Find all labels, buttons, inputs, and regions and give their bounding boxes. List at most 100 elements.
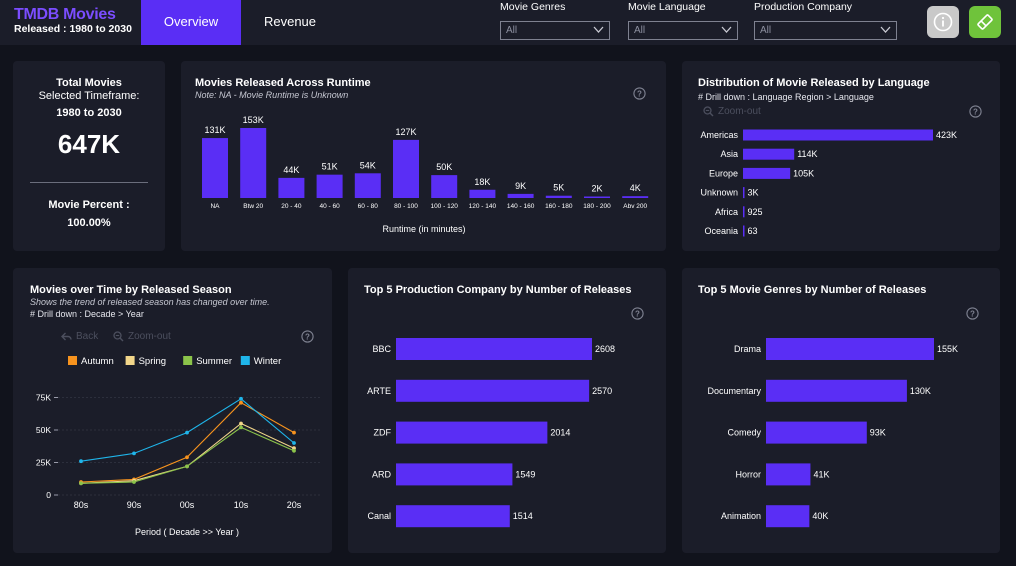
card-note: Note: NA - Movie Runtime is Unknown (195, 90, 349, 100)
data-point (185, 430, 189, 435)
legend-item[interactable]: Summer (183, 356, 232, 367)
legend-item[interactable]: Winter (240, 356, 281, 367)
tab-revenue[interactable]: Revenue (263, 14, 317, 29)
category-label: Comedy (727, 428, 761, 438)
top-bar: TMDB Movies Released : 1980 to 2030 Over… (0, 0, 1016, 45)
bar-value-label: 423K (936, 130, 957, 140)
x-tick-label: Abv 200 (623, 203, 647, 210)
legend-label: Summer (196, 356, 232, 367)
category-label: Horror (735, 469, 761, 479)
back-arrow-icon (61, 332, 72, 340)
company-bar-chart: BBC 2608 ARTE 2570 ZDF 2014 ARD 1549 Canal 1514 (367, 338, 615, 528)
help-icon[interactable]: ? (631, 307, 644, 320)
y-tick-label: 25K (36, 458, 51, 468)
legend-label: Winter (254, 356, 281, 367)
season-line-chart: Autumn Spring Summer Winter 0 25K 50K 75K 80s 90s… (36, 356, 320, 537)
card-title: Top 5 Movie Genres by Number of Releases (698, 284, 927, 296)
bar-value-label: 2K (591, 184, 602, 194)
x-tick-label: 90s (127, 500, 142, 510)
svg-text:?: ? (970, 309, 975, 318)
runtime-bar-chart: 131K NA 153K Btw 20 44K 20 - 40 51K 40 - 60 54K 6… (202, 115, 649, 234)
bar (431, 175, 458, 198)
production-company-select[interactable]: All (754, 21, 897, 40)
category-label: ZDF (374, 428, 392, 438)
card-title: Distribution of Movie Released by Langua… (698, 77, 930, 89)
info-button[interactable] (927, 6, 959, 38)
bar-value-label: 105K (793, 168, 814, 178)
bar (743, 167, 791, 179)
data-point (239, 396, 243, 401)
total-movies-value: 647K (57, 129, 121, 159)
data-point (292, 448, 296, 453)
svg-text:?: ? (635, 309, 640, 318)
movie-language-select[interactable]: All (628, 21, 738, 40)
zoom-out-control[interactable]: Zoom-out (703, 106, 761, 117)
y-tick-label: 50K (36, 425, 51, 435)
x-tick-label: 40 - 60 (319, 203, 340, 210)
series-line-summer (80, 426, 295, 484)
language-bar-chart: Americas 423K Asia 114K Europe 105K Unknown 3K A… (700, 129, 957, 237)
card-title: Top 5 Production Company by Number of Re… (364, 284, 632, 296)
data-point (132, 480, 136, 484)
category-label: ARD (372, 469, 392, 479)
language-card: Distribution of Movie Released by Langua… (682, 61, 1000, 251)
zoom-out-icon (113, 331, 124, 342)
bar (766, 421, 867, 444)
select-value: All (760, 25, 772, 36)
zoom-out-control[interactable]: Zoom-out (113, 331, 171, 342)
category-label: Canal (367, 511, 391, 521)
bar-value-label: 18K (474, 177, 490, 187)
bar-value-label: 114K (797, 149, 817, 159)
clear-filters-button[interactable] (969, 6, 1001, 38)
bar-value-label: 40K (812, 511, 828, 521)
help-icon[interactable]: ? (966, 307, 979, 320)
eraser-icon (977, 14, 993, 30)
data-point (132, 451, 136, 456)
y-tick-label: 75K (36, 393, 51, 403)
bar (507, 193, 534, 198)
help-icon[interactable]: ? (633, 87, 646, 100)
movie-genres-select[interactable]: All (500, 21, 610, 40)
tab-overview[interactable]: Overview (141, 0, 241, 45)
movie-percent-value: 100.00% (67, 217, 111, 229)
x-axis-label: Period ( Decade >> Year ) (135, 527, 239, 537)
x-tick-label: 160 - 180 (545, 203, 573, 210)
bar-value-label: 2608 (595, 344, 615, 354)
legend-swatch (68, 356, 77, 365)
data-point (185, 464, 189, 469)
back-label: Back (76, 331, 99, 342)
category-label: Unknown (700, 188, 738, 198)
bar (393, 139, 419, 198)
svg-text:?: ? (973, 107, 978, 116)
bar (743, 148, 795, 160)
timeframe-value: 1980 to 2030 (56, 107, 122, 119)
category-label: Europe (709, 168, 738, 178)
brand: TMDB Movies Released : 1980 to 2030 (14, 6, 132, 36)
bar-value-label: 130K (910, 386, 931, 396)
data-point (79, 459, 83, 464)
x-tick-label: 10s (234, 500, 249, 510)
card-title: Movies over Time by Released Season (30, 284, 232, 296)
bar (743, 225, 745, 237)
bar (354, 173, 381, 198)
legend-item[interactable]: Spring (125, 356, 166, 367)
bar (469, 189, 496, 198)
bar-value-label: 51K (322, 162, 338, 172)
help-icon[interactable]: ? (301, 330, 314, 343)
category-label: Africa (715, 207, 738, 217)
bar (622, 196, 649, 198)
back-control[interactable]: Back (61, 331, 98, 342)
bar (584, 196, 610, 198)
bar-value-label: 131K (204, 125, 225, 135)
bar (396, 505, 510, 528)
data-point (292, 430, 296, 435)
bar-value-label: 44K (283, 165, 299, 175)
y-tick-label: 0 (46, 490, 51, 500)
bar (396, 338, 592, 360)
filter-movie-genres: Movie Genres All (500, 1, 610, 40)
help-icon[interactable]: ? (969, 105, 982, 118)
legend-item[interactable]: Autumn (68, 356, 114, 367)
filter-label: Movie Genres (500, 1, 566, 13)
chevron-down-icon (721, 26, 732, 33)
x-tick-label: 00s (180, 500, 195, 510)
